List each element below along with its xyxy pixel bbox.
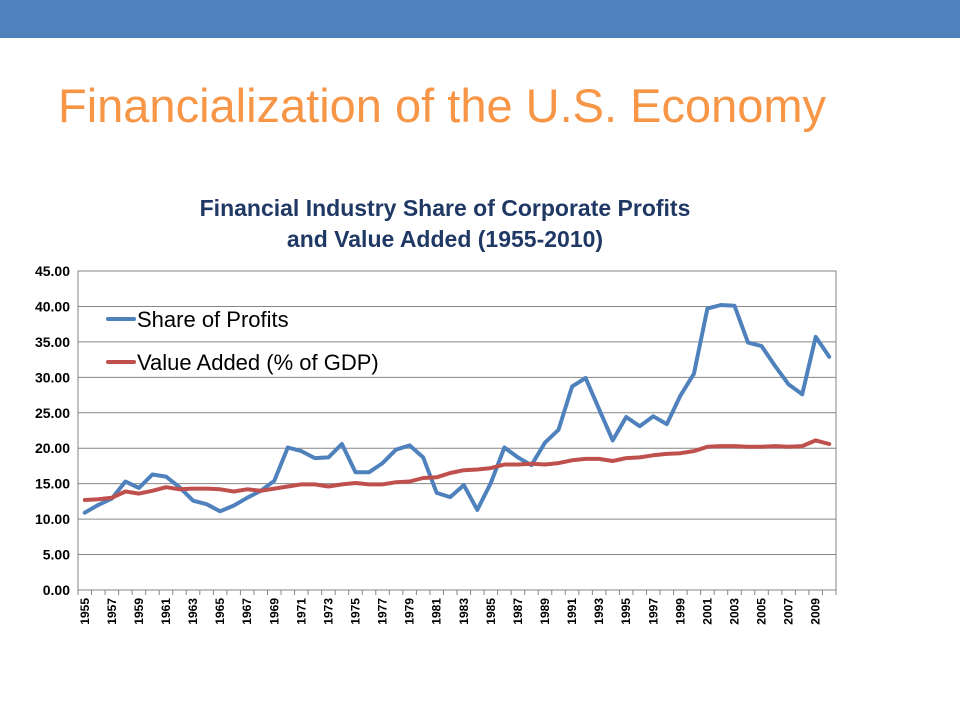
x-tick-label: 1975 [348, 598, 362, 625]
x-tick-label: 1999 [673, 598, 687, 625]
x-tick-label: 1989 [538, 598, 552, 625]
x-tick-label: 1993 [592, 598, 606, 625]
x-tick-label: 1983 [457, 598, 471, 625]
y-tick-label: 30.00 [35, 369, 70, 385]
series-line-share-of-profits [82, 303, 832, 515]
x-tick-label: 1991 [565, 598, 579, 625]
y-tick-label: 0.00 [43, 582, 70, 598]
x-tick-label: 1987 [511, 598, 525, 625]
y-tick-label: 15.00 [35, 476, 70, 492]
x-tick-label: 1959 [132, 598, 146, 625]
x-tick-label: 1981 [430, 598, 444, 625]
x-tick-label: 1979 [403, 598, 417, 625]
y-tick-label: 35.00 [35, 334, 70, 350]
x-tick-label: 2003 [727, 598, 741, 625]
y-tick-label: 40.00 [35, 298, 70, 314]
y-tick-label: 25.00 [35, 405, 70, 421]
series-line-value-added [82, 438, 832, 502]
x-tick-label: 1965 [213, 598, 227, 625]
x-tick-label: 1955 [78, 598, 92, 625]
x-tick-label: 1961 [159, 598, 173, 625]
x-tick-label: 1985 [484, 598, 498, 625]
y-tick-label: 20.00 [35, 440, 70, 456]
x-tick-label: 1963 [186, 598, 200, 625]
x-tick-label: 1977 [376, 598, 390, 625]
chart-title-line-2: and Value Added (1955-2010) [286, 226, 604, 252]
chart-title-line-1: Financial Industry Share of Corporate Pr… [199, 195, 691, 221]
x-tick-label: 2007 [782, 598, 796, 625]
slide-title: Financialization of the U.S. Economy [58, 79, 827, 132]
y-tick-label: 5.00 [43, 547, 70, 563]
x-tick-label: 1995 [619, 598, 633, 625]
x-tick-label: 1971 [294, 598, 308, 625]
x-tick-label: 2005 [755, 598, 769, 625]
x-tick-label: 2001 [700, 598, 714, 625]
x-tick-label: 2009 [809, 598, 823, 625]
top-accent-bar [0, 0, 960, 38]
legend-label: Value Added (% of GDP) [137, 350, 379, 375]
legend-label: Share of Profits [137, 307, 289, 332]
y-tick-label: 10.00 [35, 511, 70, 527]
x-tick-label: 1967 [240, 598, 254, 625]
y-tick-label: 45.00 [35, 263, 70, 279]
x-tick-label: 1957 [105, 598, 119, 625]
x-tick-label: 1997 [646, 598, 660, 625]
x-tick-label: 1973 [321, 598, 335, 625]
x-tick-label: 1969 [267, 598, 281, 625]
chart-title: Financial Industry Share of Corporate Pr… [95, 193, 795, 255]
